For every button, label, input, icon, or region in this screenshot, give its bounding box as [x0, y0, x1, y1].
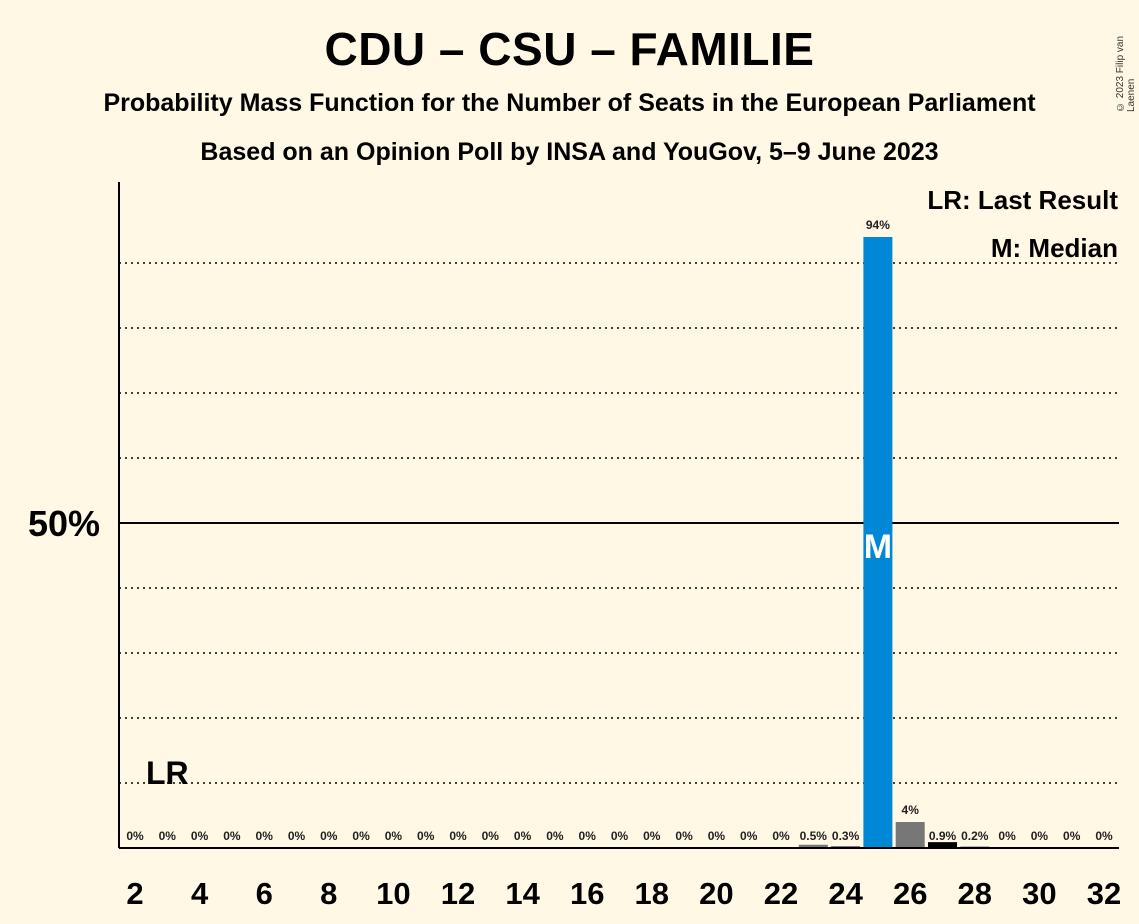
data-label: 0% [643, 829, 661, 843]
legend-last-result: LR: Last Result [927, 185, 1118, 215]
data-label: 0% [256, 829, 274, 843]
bar-seat-26 [895, 822, 925, 848]
bar-seat-25 [863, 237, 893, 848]
data-label: 0% [675, 829, 693, 843]
bar-seat-23 [798, 844, 828, 848]
bar-seat-27 [928, 842, 957, 848]
data-label: 0% [740, 829, 758, 843]
data-label: 0% [1031, 829, 1049, 843]
data-label: 0% [1095, 829, 1113, 843]
data-label: 0% [708, 829, 726, 843]
data-label: 0% [288, 829, 306, 843]
x-tick-label: 10 [376, 876, 410, 911]
chart-title: CDU – CSU – FAMILIE [324, 23, 815, 75]
median-marker: M [864, 528, 892, 566]
data-label: 0% [546, 829, 564, 843]
data-label: 0% [449, 829, 467, 843]
data-label: 94% [866, 218, 890, 232]
x-tick-label: 14 [505, 876, 540, 911]
x-tick-label: 32 [1087, 876, 1121, 911]
data-label: 0% [611, 829, 629, 843]
data-label: 0% [191, 829, 209, 843]
x-tick-label: 26 [893, 876, 927, 911]
x-tick-label: 2 [126, 876, 143, 911]
chart-subtitle: Probability Mass Function for the Number… [103, 89, 1036, 117]
x-tick-label: 8 [320, 876, 337, 911]
x-tick-label: 24 [828, 876, 863, 911]
data-label: 0% [223, 829, 241, 843]
x-tick-label: 6 [256, 876, 273, 911]
data-label: 0% [1063, 829, 1081, 843]
data-label: 0.3% [832, 829, 860, 843]
chart-subtitle-source: Based on an Opinion Poll by INSA and You… [200, 138, 939, 166]
data-label: 0% [772, 829, 790, 843]
data-label: 0% [514, 829, 532, 843]
data-label: 0% [482, 829, 500, 843]
x-tick-label: 22 [764, 876, 798, 911]
x-tick-label: 20 [699, 876, 733, 911]
data-label: 0% [159, 829, 177, 843]
data-label: 4% [902, 803, 920, 817]
x-tick-label: 12 [441, 876, 475, 911]
data-label: 0% [998, 829, 1016, 843]
y-tick-label: 50% [28, 503, 100, 544]
x-tick-label: 28 [958, 876, 992, 911]
x-tick-label: 4 [191, 876, 209, 911]
last-result-marker: LR [146, 755, 189, 791]
x-tick-label: 30 [1022, 876, 1056, 911]
data-label: 0% [352, 829, 370, 843]
data-label: 0% [126, 829, 144, 843]
x-tick-label: 18 [635, 876, 669, 911]
data-label: 0.2% [961, 829, 989, 843]
data-label: 0% [320, 829, 338, 843]
data-label: 0% [579, 829, 597, 843]
data-label: 0% [385, 829, 403, 843]
data-label: 0% [417, 829, 435, 843]
data-label: 0.5% [800, 829, 828, 843]
x-tick-label: 16 [570, 876, 604, 911]
data-label: 0.9% [929, 829, 957, 843]
median-bar-overlay [863, 521, 893, 525]
legend-median: M: Median [991, 233, 1118, 263]
